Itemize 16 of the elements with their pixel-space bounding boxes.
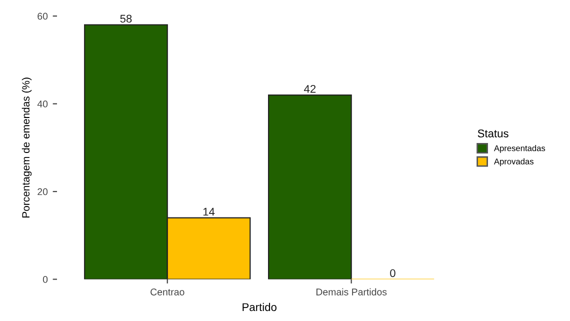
y-axis-title: Porcentagem de emendas (%) <box>22 78 32 218</box>
legend-label: Aprovadas <box>494 158 534 166</box>
legend-label: Apresentadas <box>494 145 546 153</box>
data-label: 58 <box>120 14 132 23</box>
data-label: 42 <box>304 84 316 93</box>
x-tick-label: Centrao <box>150 288 184 296</box>
y-tick-label: 20 <box>38 188 48 196</box>
data-label: 14 <box>203 208 215 216</box>
x-tick-label: Demais Partidos <box>316 288 387 296</box>
y-tick-label: 0 <box>42 276 48 283</box>
legend-title: Status <box>478 130 508 138</box>
bar <box>268 94 352 280</box>
x-axis-title: Partido <box>242 302 276 312</box>
y-tick-label: 60 <box>38 12 48 20</box>
y-tick-label: 40 <box>37 100 48 108</box>
data-label: 0 <box>390 269 396 278</box>
